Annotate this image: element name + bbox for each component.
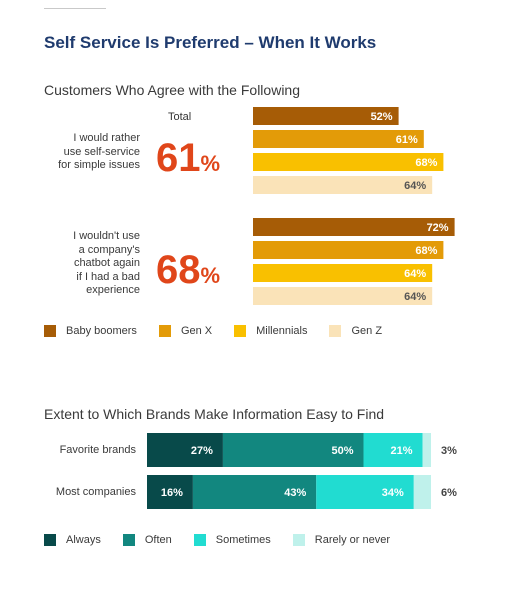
legend-swatch <box>44 534 56 546</box>
bar-gen-z <box>253 287 433 305</box>
legend-label: Gen Z <box>351 325 383 337</box>
total-chatbot: 68% <box>156 250 220 290</box>
total-label: Total <box>168 111 192 123</box>
page-title: Self Service Is Preferred – When It Work… <box>44 33 377 52</box>
legend-swatch <box>158 325 171 337</box>
total-value: 61 <box>156 136 201 180</box>
bar-value-label: 52% <box>371 111 393 123</box>
statement-line: I wouldn't use <box>73 230 140 242</box>
statement-line: for simple issues <box>58 159 140 171</box>
legend-swatch <box>234 325 247 337</box>
bar-baby-boomers <box>253 107 399 125</box>
segment-value-label: 50% <box>331 445 353 457</box>
bar-gen-x <box>253 130 424 148</box>
segment-value-label: 3% <box>441 445 457 457</box>
segment-value-label: 43% <box>284 487 306 499</box>
bar-gen-z <box>253 176 433 194</box>
bar-value-label: 68% <box>415 245 437 257</box>
segment-always <box>147 475 193 509</box>
legend-swatch <box>122 534 135 546</box>
legend-item-rarely-or-never: Rarely or never <box>292 534 390 546</box>
legend-item-always: Always <box>44 534 101 546</box>
segment-always <box>147 433 223 467</box>
bar-value-label: 61% <box>396 134 418 146</box>
segment-often <box>192 475 317 509</box>
bar-value-label: 72% <box>427 222 449 234</box>
row-label-most-companies: Most companies <box>55 486 136 498</box>
segment-often <box>222 433 364 467</box>
legend-label: Always <box>66 534 101 546</box>
legend-label: Often <box>144 534 172 546</box>
statement-chatbot: I wouldn't use a company's chatbot again… <box>20 230 140 298</box>
segment-rarely-or-never <box>422 433 431 467</box>
statement-line: if I had a bad <box>76 270 140 283</box>
statement-line: I would rather <box>73 132 140 144</box>
statement-line: experience <box>86 284 140 296</box>
legend-item-gen-x: Gen X <box>158 325 213 337</box>
segment-value-label: 27% <box>191 445 213 457</box>
legend-label: Baby boomers <box>66 325 137 337</box>
legend-item-gen-z: Gen Z <box>329 325 382 337</box>
bar-baby-boomers <box>253 218 455 236</box>
legend-swatch <box>292 534 305 546</box>
legend-item-sometimes: Sometimes <box>193 534 271 546</box>
row-label-favorite-brands: Favorite brands <box>59 444 136 456</box>
total-self-service: 61% <box>156 138 220 178</box>
segment-value-label: 21% <box>391 445 413 457</box>
legend-item-baby-boomers: Baby boomers <box>44 325 137 337</box>
legend-item-often: Often <box>122 534 172 546</box>
legend-label: Millennials <box>256 325 308 337</box>
segment-value-label: 34% <box>382 487 404 499</box>
bar-value-label: 64% <box>404 180 426 192</box>
statement-line: chatbot again <box>73 257 140 269</box>
bar-value-label: 64% <box>404 291 426 303</box>
segment-rarely-or-never <box>413 475 431 509</box>
bar-value-label: 64% <box>404 268 426 280</box>
statement-line: a company's <box>78 243 140 256</box>
bar-millennials <box>253 153 444 171</box>
top-rule <box>44 8 106 9</box>
legend-label: Sometimes <box>215 534 271 546</box>
legend-swatch <box>193 534 206 546</box>
legend-swatch <box>44 325 56 337</box>
bar-value-label: 68% <box>415 157 437 169</box>
generation-legend: Baby boomers Gen X Millennials Gen Z <box>44 325 404 337</box>
legend-label: Rarely or never <box>314 534 390 546</box>
legend-label: Gen X <box>180 325 213 337</box>
total-value: 68 <box>156 248 201 292</box>
bar-gen-x <box>253 241 444 259</box>
legend-item-millennials: Millennials <box>234 325 307 337</box>
statement-self-service: I would rather use self-service for simp… <box>20 132 140 173</box>
preference-chart-title: Customers Who Agree with the Following <box>44 82 300 98</box>
segment-value-label: 16% <box>161 487 183 499</box>
legend-swatch <box>329 325 342 337</box>
frequency-legend: Always Often Sometimes Rarely or never <box>44 534 412 546</box>
total-unit: % <box>200 151 221 176</box>
total-unit: % <box>200 263 221 288</box>
brands-chart-title: Extent to Which Brands Make Information … <box>44 406 385 422</box>
bar-millennials <box>253 264 433 282</box>
statement-line: use self-service <box>63 145 140 158</box>
segment-value-label: 6% <box>441 487 457 499</box>
segment-sometimes <box>316 475 414 509</box>
segment-sometimes <box>363 433 423 467</box>
